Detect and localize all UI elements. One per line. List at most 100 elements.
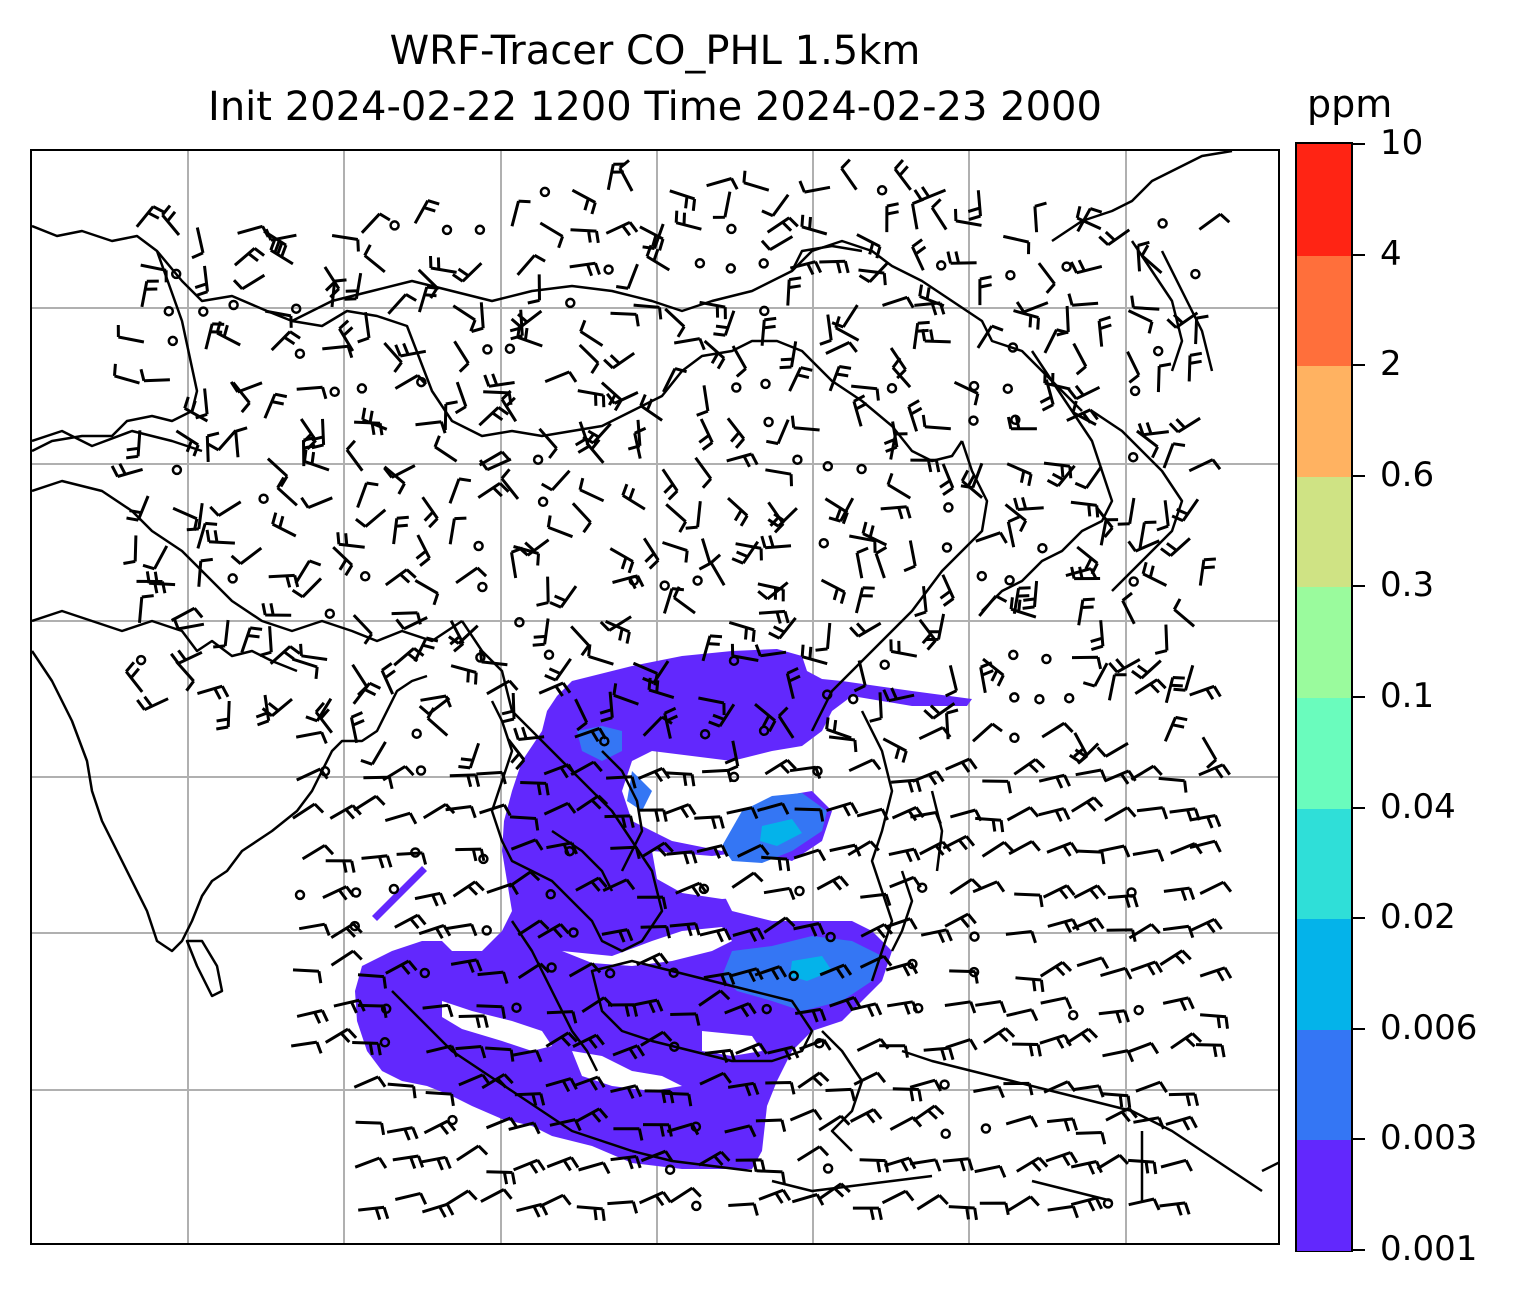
calm-wind-circle xyxy=(692,575,703,586)
wind-barb xyxy=(1135,1080,1168,1094)
wind-barb xyxy=(1070,1196,1103,1212)
wind-barb xyxy=(824,497,849,525)
colorbar-tick xyxy=(1353,1027,1365,1030)
wind-barb xyxy=(172,617,205,631)
wind-barb xyxy=(357,311,371,344)
wind-barb xyxy=(1015,976,1045,993)
wind-barb xyxy=(303,449,330,472)
wind-barb xyxy=(637,767,671,783)
wind-barb xyxy=(853,1071,887,1086)
wind-barb xyxy=(735,542,763,561)
wind-barb xyxy=(360,741,387,766)
wind-barb xyxy=(869,692,883,723)
wind-barb xyxy=(613,1127,644,1141)
wind-barb xyxy=(639,394,663,422)
wind-barb xyxy=(973,1085,1005,1099)
wind-barb xyxy=(116,324,145,344)
wind-barb xyxy=(1039,961,1073,978)
wind-barb xyxy=(698,696,726,716)
wind-barb xyxy=(761,855,791,872)
wind-barb xyxy=(136,695,169,712)
wind-barb xyxy=(859,1158,890,1173)
wind-barb xyxy=(453,340,470,373)
wind-barb xyxy=(172,506,199,531)
calm-wind-circle xyxy=(980,1123,992,1134)
wind-barb xyxy=(331,234,360,252)
wind-barb xyxy=(1077,597,1095,626)
calm-wind-circle xyxy=(968,380,980,392)
calm-wind-circle xyxy=(728,771,740,783)
wind-barb xyxy=(945,665,958,698)
calm-wind-circle xyxy=(228,299,239,311)
chart-title-line1: WRF-Tracer CO_PHL 1.5km xyxy=(389,28,921,74)
colorbar-tick xyxy=(1353,585,1365,588)
calm-wind-circle xyxy=(1010,414,1021,426)
calm-wind-circle xyxy=(668,967,679,978)
calm-wind-circle xyxy=(415,765,427,776)
wind-barb xyxy=(849,621,882,638)
wind-barb xyxy=(455,1045,487,1059)
wind-barb xyxy=(415,420,447,434)
colorbar-tick-label: 0.6 xyxy=(1380,454,1435,495)
wind-barb xyxy=(881,1189,915,1205)
wind-barb xyxy=(1012,1042,1042,1057)
wind-barb xyxy=(819,963,853,979)
colorbar-segment xyxy=(1297,1139,1351,1251)
wind-barb xyxy=(322,885,355,901)
wind-barb xyxy=(1067,384,1101,401)
wind-barb xyxy=(607,1003,639,1017)
wind-barb xyxy=(510,838,544,851)
wind-barb xyxy=(662,367,687,393)
wind-barb xyxy=(605,220,639,237)
wind-barb xyxy=(354,420,384,436)
wind-barb xyxy=(882,737,908,763)
wind-barb xyxy=(918,618,937,651)
calm-wind-circle xyxy=(1063,692,1075,704)
calm-wind-circle xyxy=(659,580,670,591)
calm-wind-circle xyxy=(794,885,805,897)
wind-barb xyxy=(394,342,427,358)
wind-barb xyxy=(609,547,635,574)
wind-barb xyxy=(395,616,428,631)
calm-wind-circle xyxy=(380,1003,392,1015)
wind-barb xyxy=(819,314,833,346)
wind-barb xyxy=(923,702,956,720)
wind-barb xyxy=(983,1027,1016,1044)
wind-barb xyxy=(394,913,427,930)
wind-barb xyxy=(599,615,632,632)
wind-barb xyxy=(1073,884,1107,900)
wind-barb xyxy=(820,578,847,605)
colorbar-tick-label: 0.006 xyxy=(1380,1007,1478,1048)
wind-barb xyxy=(1131,659,1162,680)
wind-barbs xyxy=(110,158,1233,1221)
wind-barb xyxy=(886,1000,919,1015)
wind-barb xyxy=(576,1205,606,1221)
wind-barb xyxy=(209,500,242,517)
wind-barb xyxy=(292,802,325,820)
wind-barb xyxy=(1038,773,1071,789)
wind-barb xyxy=(735,1042,768,1058)
wind-barb xyxy=(1047,918,1080,934)
calm-wind-circle xyxy=(1034,693,1045,705)
wind-barb xyxy=(785,666,801,700)
calm-wind-circle xyxy=(825,931,836,943)
calm-wind-circle xyxy=(537,496,549,508)
calm-wind-circle xyxy=(941,542,953,553)
wind-barb xyxy=(569,261,601,277)
wind-barb xyxy=(640,1030,673,1047)
wind-barb xyxy=(1006,1008,1039,1022)
wind-barb xyxy=(788,366,813,392)
wind-barb xyxy=(1140,244,1163,275)
calm-wind-circle xyxy=(227,573,238,584)
calm-wind-circle xyxy=(758,725,770,737)
wind-barb xyxy=(704,1048,737,1063)
wind-barb xyxy=(854,586,875,614)
wind-barb xyxy=(855,546,869,579)
calm-wind-circle xyxy=(943,502,954,513)
wind-barb xyxy=(698,538,712,571)
calm-wind-circle xyxy=(388,883,400,895)
wind-barb xyxy=(354,1156,388,1169)
wind-barb xyxy=(754,965,788,981)
calm-wind-circle xyxy=(603,264,614,275)
wind-barb xyxy=(606,775,637,789)
